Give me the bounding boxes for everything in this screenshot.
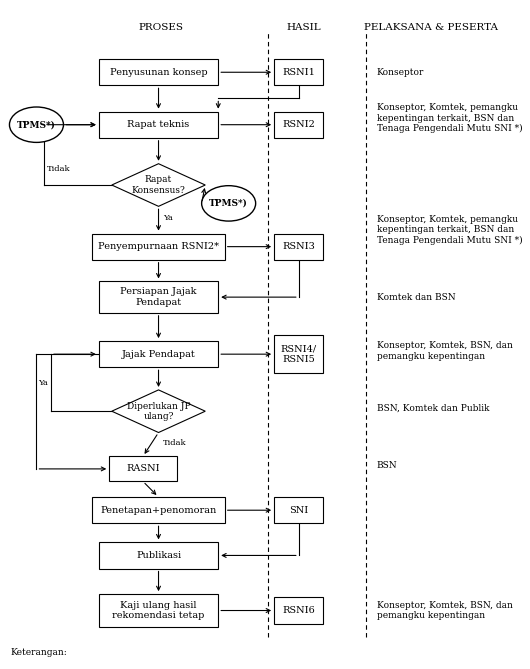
Text: HASIL: HASIL xyxy=(287,23,321,32)
FancyBboxPatch shape xyxy=(99,594,218,627)
Text: RSNI3: RSNI3 xyxy=(282,242,315,251)
FancyBboxPatch shape xyxy=(109,456,176,482)
FancyBboxPatch shape xyxy=(99,282,218,313)
Text: TPMS*): TPMS*) xyxy=(209,199,248,208)
Polygon shape xyxy=(112,390,205,433)
Text: BSN: BSN xyxy=(377,461,398,470)
Text: Konseptor: Konseptor xyxy=(377,68,424,77)
Text: Penyusunan konsep: Penyusunan konsep xyxy=(110,68,207,77)
Text: PROSES: PROSES xyxy=(139,23,183,32)
Text: RASNI: RASNI xyxy=(126,464,160,474)
FancyBboxPatch shape xyxy=(99,341,218,367)
Ellipse shape xyxy=(10,107,64,142)
FancyBboxPatch shape xyxy=(92,233,225,260)
Text: PELAKSANA & PESERTA: PELAKSANA & PESERTA xyxy=(364,23,498,32)
Text: Kaji ulang hasil
rekomendasi tetap: Kaji ulang hasil rekomendasi tetap xyxy=(112,601,205,620)
Text: Konseptor, Komtek, BSN, dan
pemangku kepentingan: Konseptor, Komtek, BSN, dan pemangku kep… xyxy=(377,601,513,620)
FancyBboxPatch shape xyxy=(274,233,323,260)
Text: Keterangan:: Keterangan: xyxy=(11,648,67,657)
Text: RSNI4/
RSNI5: RSNI4/ RSNI5 xyxy=(281,345,317,364)
FancyBboxPatch shape xyxy=(274,335,323,373)
Text: Rapat
Konsensus?: Rapat Konsensus? xyxy=(131,175,186,195)
Text: RSNI6: RSNI6 xyxy=(282,606,315,615)
Text: Persiapan Jajak
Pendapat: Persiapan Jajak Pendapat xyxy=(120,288,197,307)
Text: BSN, Komtek dan Publik: BSN, Komtek dan Publik xyxy=(377,403,489,412)
Text: RSNI2: RSNI2 xyxy=(282,120,315,129)
Text: Ya: Ya xyxy=(163,214,173,222)
Text: Jajak Pendapat: Jajak Pendapat xyxy=(122,350,196,359)
FancyBboxPatch shape xyxy=(99,112,218,138)
Text: Penyempurnaan RSNI2*: Penyempurnaan RSNI2* xyxy=(98,242,219,251)
FancyBboxPatch shape xyxy=(274,59,323,86)
Text: RSNI1: RSNI1 xyxy=(282,68,315,77)
FancyBboxPatch shape xyxy=(274,497,323,523)
Text: Rapat teknis: Rapat teknis xyxy=(127,120,190,129)
Polygon shape xyxy=(112,164,205,206)
Text: Konseptor, Komtek, pemangku
kepentingan terkait, BSN dan
Tenaga Pengendali Mutu : Konseptor, Komtek, pemangku kepentingan … xyxy=(377,103,522,133)
Text: Tidak: Tidak xyxy=(163,439,187,447)
FancyBboxPatch shape xyxy=(92,497,225,523)
Text: SNI: SNI xyxy=(289,506,308,514)
FancyBboxPatch shape xyxy=(274,597,323,624)
Text: TPMS*): TPMS*) xyxy=(17,120,56,129)
Text: Publikasi: Publikasi xyxy=(136,551,181,560)
Text: Komtek dan BSN: Komtek dan BSN xyxy=(377,292,455,302)
Text: Penetapan+penomoran: Penetapan+penomoran xyxy=(100,506,217,514)
Text: Konseptor, Komtek, BSN, dan
pemangku kepentingan: Konseptor, Komtek, BSN, dan pemangku kep… xyxy=(377,341,513,361)
FancyBboxPatch shape xyxy=(274,112,323,138)
Text: Tidak: Tidak xyxy=(47,165,70,173)
Text: Konseptor, Komtek, pemangku
kepentingan terkait, BSN dan
Tenaga Pengendali Mutu : Konseptor, Komtek, pemangku kepentingan … xyxy=(377,215,522,245)
FancyBboxPatch shape xyxy=(99,543,218,569)
FancyBboxPatch shape xyxy=(99,59,218,86)
Text: Diperlukan JP
ulang?: Diperlukan JP ulang? xyxy=(127,401,190,421)
Text: Ya: Ya xyxy=(39,379,48,387)
Ellipse shape xyxy=(201,186,255,221)
